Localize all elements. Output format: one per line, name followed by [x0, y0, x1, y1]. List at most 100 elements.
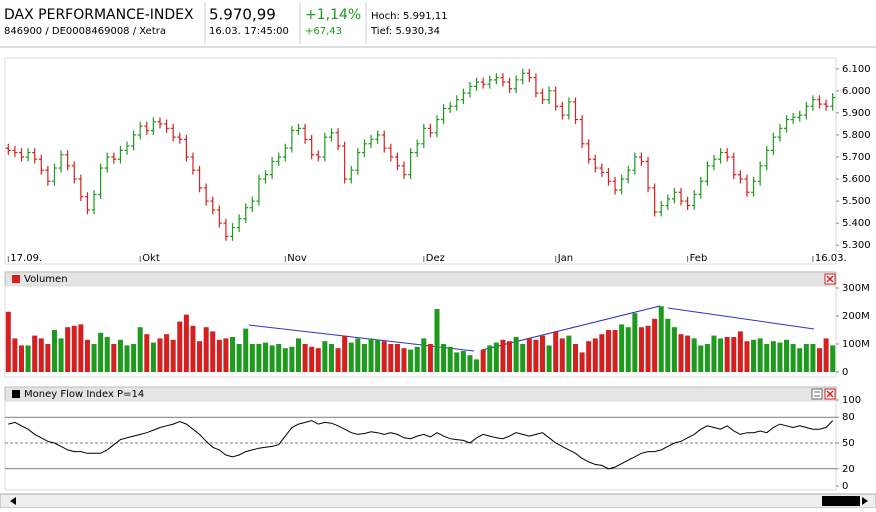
volume-bar [263, 342, 269, 372]
quote-header: DAX PERFORMANCE-INDEX 846900 / DE0008469… [0, 2, 876, 48]
volume-bar [164, 334, 170, 372]
volume-bar [784, 339, 790, 372]
volume-bar [546, 345, 552, 372]
volume-bar [427, 344, 433, 372]
volume-bar [513, 337, 519, 372]
volume-bar [328, 344, 334, 372]
x-tick-label: Okt [142, 253, 160, 264]
volume-bar [197, 341, 203, 372]
volume-bar [216, 339, 222, 372]
volume-bar [203, 327, 209, 372]
volume-bar [605, 330, 611, 372]
volume-bar [249, 344, 255, 372]
volume-bar [276, 344, 282, 372]
volume-bar [698, 345, 704, 372]
volume-bar [500, 339, 506, 372]
volume-bar [757, 338, 763, 372]
x-tick-label: 17.09. [10, 253, 42, 264]
volume-bar [236, 344, 242, 372]
legend-swatch [12, 390, 20, 398]
volume-bar [342, 335, 348, 372]
volume-bar [25, 345, 31, 372]
volume-bar [770, 341, 776, 372]
volume-bar [84, 339, 90, 372]
volume-bar [658, 306, 664, 372]
volume-bar [454, 352, 460, 372]
day-high: Hoch: 5.991,11 [371, 11, 448, 22]
volume-bar [414, 346, 420, 372]
y-tick-label: 100 [842, 395, 861, 406]
volume-bar [592, 338, 598, 372]
legend-swatch [12, 275, 20, 283]
x-tick-label: Dez [426, 253, 445, 264]
volume-header [4, 271, 837, 287]
volume-bar [823, 338, 829, 372]
y-tick-label: 6.000 [842, 86, 871, 97]
settings-button[interactable] [811, 388, 823, 400]
y-tick-label: 0 [842, 481, 848, 492]
volume-bar [71, 325, 77, 372]
volume-bar [612, 330, 618, 372]
volume-bar [731, 337, 737, 372]
y-tick-label: 50 [842, 438, 855, 449]
volume-bar [51, 330, 57, 372]
volume-bar [223, 338, 229, 372]
volume-bar [111, 344, 117, 372]
volume-bar [230, 337, 236, 372]
y-tick-label: 5.800 [842, 130, 871, 141]
volume-bar [467, 355, 473, 372]
volume-bar [295, 338, 301, 372]
volume-bar [579, 352, 585, 372]
volume-bar [718, 338, 724, 372]
panel-title: Money Flow Index P=14 [24, 389, 144, 400]
y-tick-label: 200M [842, 311, 870, 322]
volume-bar [170, 339, 176, 372]
volume-bar [65, 327, 71, 372]
volume-bar [526, 338, 532, 372]
volume-bar [704, 344, 710, 372]
close-button[interactable] [824, 388, 836, 400]
volume-bar [131, 344, 137, 372]
volume-bar [830, 345, 836, 372]
scrollbar[interactable] [0, 493, 876, 509]
y-tick-label: 5.600 [842, 174, 871, 185]
x-tick-label: 16.03. [815, 253, 847, 264]
volume-bar [441, 344, 447, 372]
volume-bar [117, 339, 123, 372]
volume-bar [507, 341, 513, 372]
volume-bar [421, 338, 427, 372]
y-tick-label: 5.700 [842, 152, 871, 163]
volume-bar [744, 341, 750, 372]
volume-bar [685, 335, 691, 372]
volume-bar [493, 342, 499, 372]
volume-bar [98, 332, 104, 372]
volume-bar [144, 334, 150, 372]
volume-bar [137, 327, 143, 372]
volume-bar [803, 344, 809, 372]
volume-bar [764, 344, 770, 372]
volume-bar [652, 318, 658, 372]
volume-bar [638, 327, 644, 372]
volume-bar [619, 324, 625, 372]
volume-bar [18, 345, 24, 372]
volume-bar [282, 348, 288, 372]
x-tick-label: Jan [557, 253, 573, 264]
close-button[interactable] [824, 273, 836, 285]
y-tick-label: 300M [842, 283, 870, 294]
index-name: DAX PERFORMANCE-INDEX [4, 7, 194, 23]
volume-bar [210, 331, 216, 372]
volume-bar [91, 344, 97, 372]
volume-bar [335, 348, 341, 372]
volume-panel [4, 285, 837, 378]
volume-bar [368, 338, 374, 372]
volume-bar [157, 338, 163, 372]
volume-bar [586, 341, 592, 372]
volume-bar [124, 345, 130, 372]
volume-bar [790, 344, 796, 372]
volume-bar [256, 344, 262, 372]
volume-bar [104, 337, 110, 372]
volume-bar [810, 344, 816, 372]
panel-title: Volumen [24, 274, 68, 285]
volume-bar [487, 345, 493, 372]
